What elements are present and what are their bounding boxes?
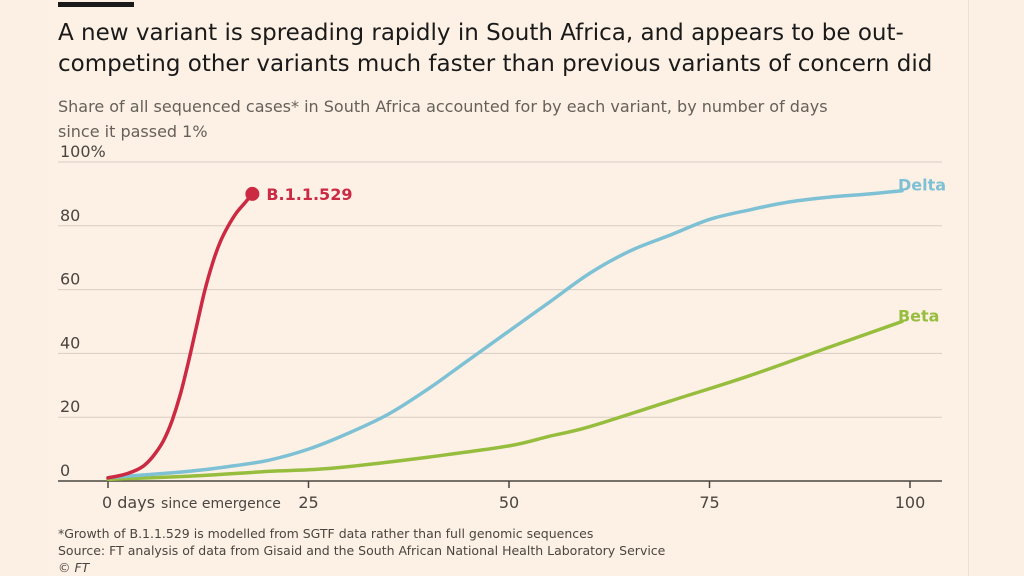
series-line-delta	[106, 188, 904, 480]
y-tick-label-100: 100%	[60, 142, 106, 161]
series-label-delta: Delta	[898, 176, 946, 195]
chart-title: A new variant is spreading rapidly in So…	[58, 20, 933, 77]
chart-card	[48, 0, 969, 576]
y-tick-label-0: 0	[60, 461, 70, 480]
series-line-b-1-1-529	[106, 192, 255, 480]
series-end-marker-b-1-1-529	[245, 186, 260, 201]
x-tick-label-suffix: since emergence	[161, 496, 281, 512]
x-tick-label-0: 0 days since emergence	[102, 493, 281, 512]
y-tick-label-60: 60	[60, 270, 80, 289]
x-tick-label-75: 75	[699, 493, 719, 512]
series-label-beta: Beta	[898, 307, 940, 326]
footnote: *Growth of B.1.1.529 is modelled from SG…	[58, 526, 594, 541]
x-tick-label-100: 100	[895, 493, 926, 512]
y-tick-label-80: 80	[60, 206, 80, 225]
series-label-b-1-1-529: B.1.1.529	[266, 185, 352, 204]
y-tick-label-20: 20	[60, 397, 80, 416]
series-line-beta	[106, 319, 904, 482]
header-accent-bar	[58, 2, 134, 7]
chart-subtitle: Share of all sequenced cases* in South A…	[58, 97, 828, 141]
y-tick-label-40: 40	[60, 333, 80, 352]
x-tick-label-50: 50	[499, 493, 519, 512]
source-note: Source: FT analysis of data from Gisaid …	[58, 543, 666, 558]
x-tick-label-25: 25	[298, 493, 318, 512]
copyright-credit: © FT	[58, 560, 90, 575]
